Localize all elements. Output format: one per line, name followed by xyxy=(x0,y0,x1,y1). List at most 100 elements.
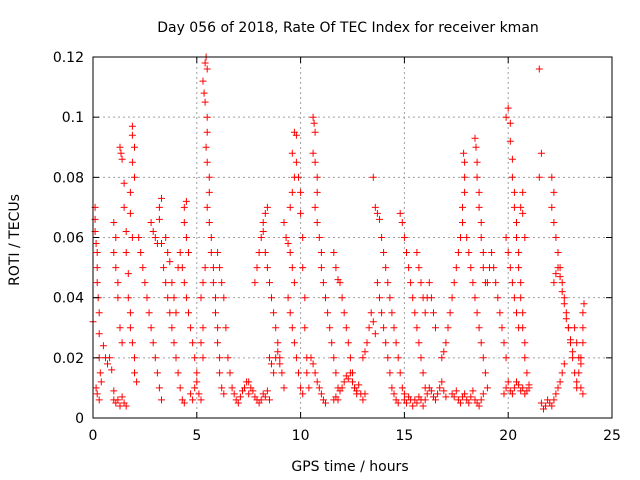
data-point xyxy=(448,294,456,302)
data-point xyxy=(403,399,410,407)
data-point xyxy=(266,354,273,362)
data-point xyxy=(467,393,475,401)
data-point xyxy=(147,324,155,332)
data-point xyxy=(519,384,527,392)
data-point xyxy=(222,324,230,332)
x-tick-label: 10 xyxy=(292,428,310,444)
data-point xyxy=(276,360,284,368)
data-point xyxy=(515,249,523,256)
data-point xyxy=(270,309,278,317)
data-point xyxy=(500,339,508,347)
data-point xyxy=(444,324,452,332)
data-point xyxy=(180,219,188,226)
data-point xyxy=(552,234,560,241)
data-point xyxy=(558,288,566,296)
data-point xyxy=(521,234,529,241)
data-point xyxy=(465,249,473,256)
data-point xyxy=(310,119,318,127)
data-point xyxy=(409,402,417,410)
data-point xyxy=(311,158,319,166)
data-point xyxy=(263,203,271,211)
y-tick-labels: 0 0.02 0.04 0.06 0.08 0.1 0.12 xyxy=(53,50,84,427)
data-point xyxy=(284,294,292,302)
data-point xyxy=(562,315,570,323)
data-point xyxy=(419,402,427,410)
data-point xyxy=(216,369,224,377)
data-point xyxy=(386,369,394,377)
data-point xyxy=(427,294,435,302)
data-point xyxy=(187,390,195,398)
data-point xyxy=(301,324,309,332)
data-point xyxy=(508,279,516,287)
data-point xyxy=(309,113,317,121)
data-point xyxy=(423,390,431,398)
data-point xyxy=(537,399,545,407)
data-point xyxy=(521,354,529,362)
data-point xyxy=(513,234,520,241)
data-point xyxy=(575,369,583,377)
data-point xyxy=(185,309,192,317)
data-point xyxy=(421,396,429,404)
data-point xyxy=(164,249,172,256)
data-point xyxy=(332,264,340,272)
data-point xyxy=(155,215,163,223)
data-point xyxy=(311,369,319,377)
data-point xyxy=(104,360,111,368)
data-point xyxy=(461,173,469,181)
data-point xyxy=(554,264,562,272)
data-point xyxy=(378,234,386,241)
data-point xyxy=(513,219,520,226)
data-point xyxy=(388,384,396,392)
data-point xyxy=(128,339,136,347)
data-point xyxy=(228,384,236,392)
data-point xyxy=(230,390,238,398)
data-point xyxy=(205,219,213,226)
data-point xyxy=(454,249,462,256)
data-point xyxy=(290,339,298,347)
data-point xyxy=(297,188,305,196)
data-point xyxy=(168,279,176,287)
data-point xyxy=(469,387,477,395)
data-point xyxy=(469,279,477,287)
data-point xyxy=(519,209,527,217)
data-point xyxy=(203,113,211,121)
data-point xyxy=(176,384,184,392)
data-point xyxy=(392,339,400,347)
data-point xyxy=(106,354,114,362)
data-point xyxy=(492,279,500,287)
data-point xyxy=(463,234,471,241)
data-point xyxy=(552,270,560,278)
data-point xyxy=(475,203,483,211)
data-point xyxy=(425,279,433,287)
data-point xyxy=(519,309,527,317)
data-point xyxy=(261,249,269,256)
data-point xyxy=(376,215,383,223)
data-point xyxy=(403,249,410,256)
data-point xyxy=(257,396,265,404)
data-point xyxy=(324,309,332,317)
data-point xyxy=(191,384,199,392)
data-point xyxy=(436,384,444,392)
data-point xyxy=(521,339,529,347)
data-point xyxy=(226,369,234,377)
data-point xyxy=(201,264,209,272)
data-point xyxy=(245,378,253,386)
data-point xyxy=(577,360,585,368)
data-point xyxy=(330,354,338,362)
data-point xyxy=(117,149,125,157)
data-point xyxy=(253,264,261,272)
data-point xyxy=(502,234,510,241)
data-point xyxy=(257,234,265,241)
data-point xyxy=(203,158,211,166)
data-point xyxy=(110,219,118,226)
data-point xyxy=(417,354,425,362)
data-point xyxy=(472,143,480,151)
data-point xyxy=(459,219,466,226)
data-point xyxy=(172,309,180,317)
data-point xyxy=(307,354,315,362)
data-point xyxy=(535,173,543,181)
data-point xyxy=(475,188,483,196)
y-tick-label: 0.06 xyxy=(53,231,84,247)
data-point xyxy=(461,158,469,166)
data-point xyxy=(319,279,327,287)
